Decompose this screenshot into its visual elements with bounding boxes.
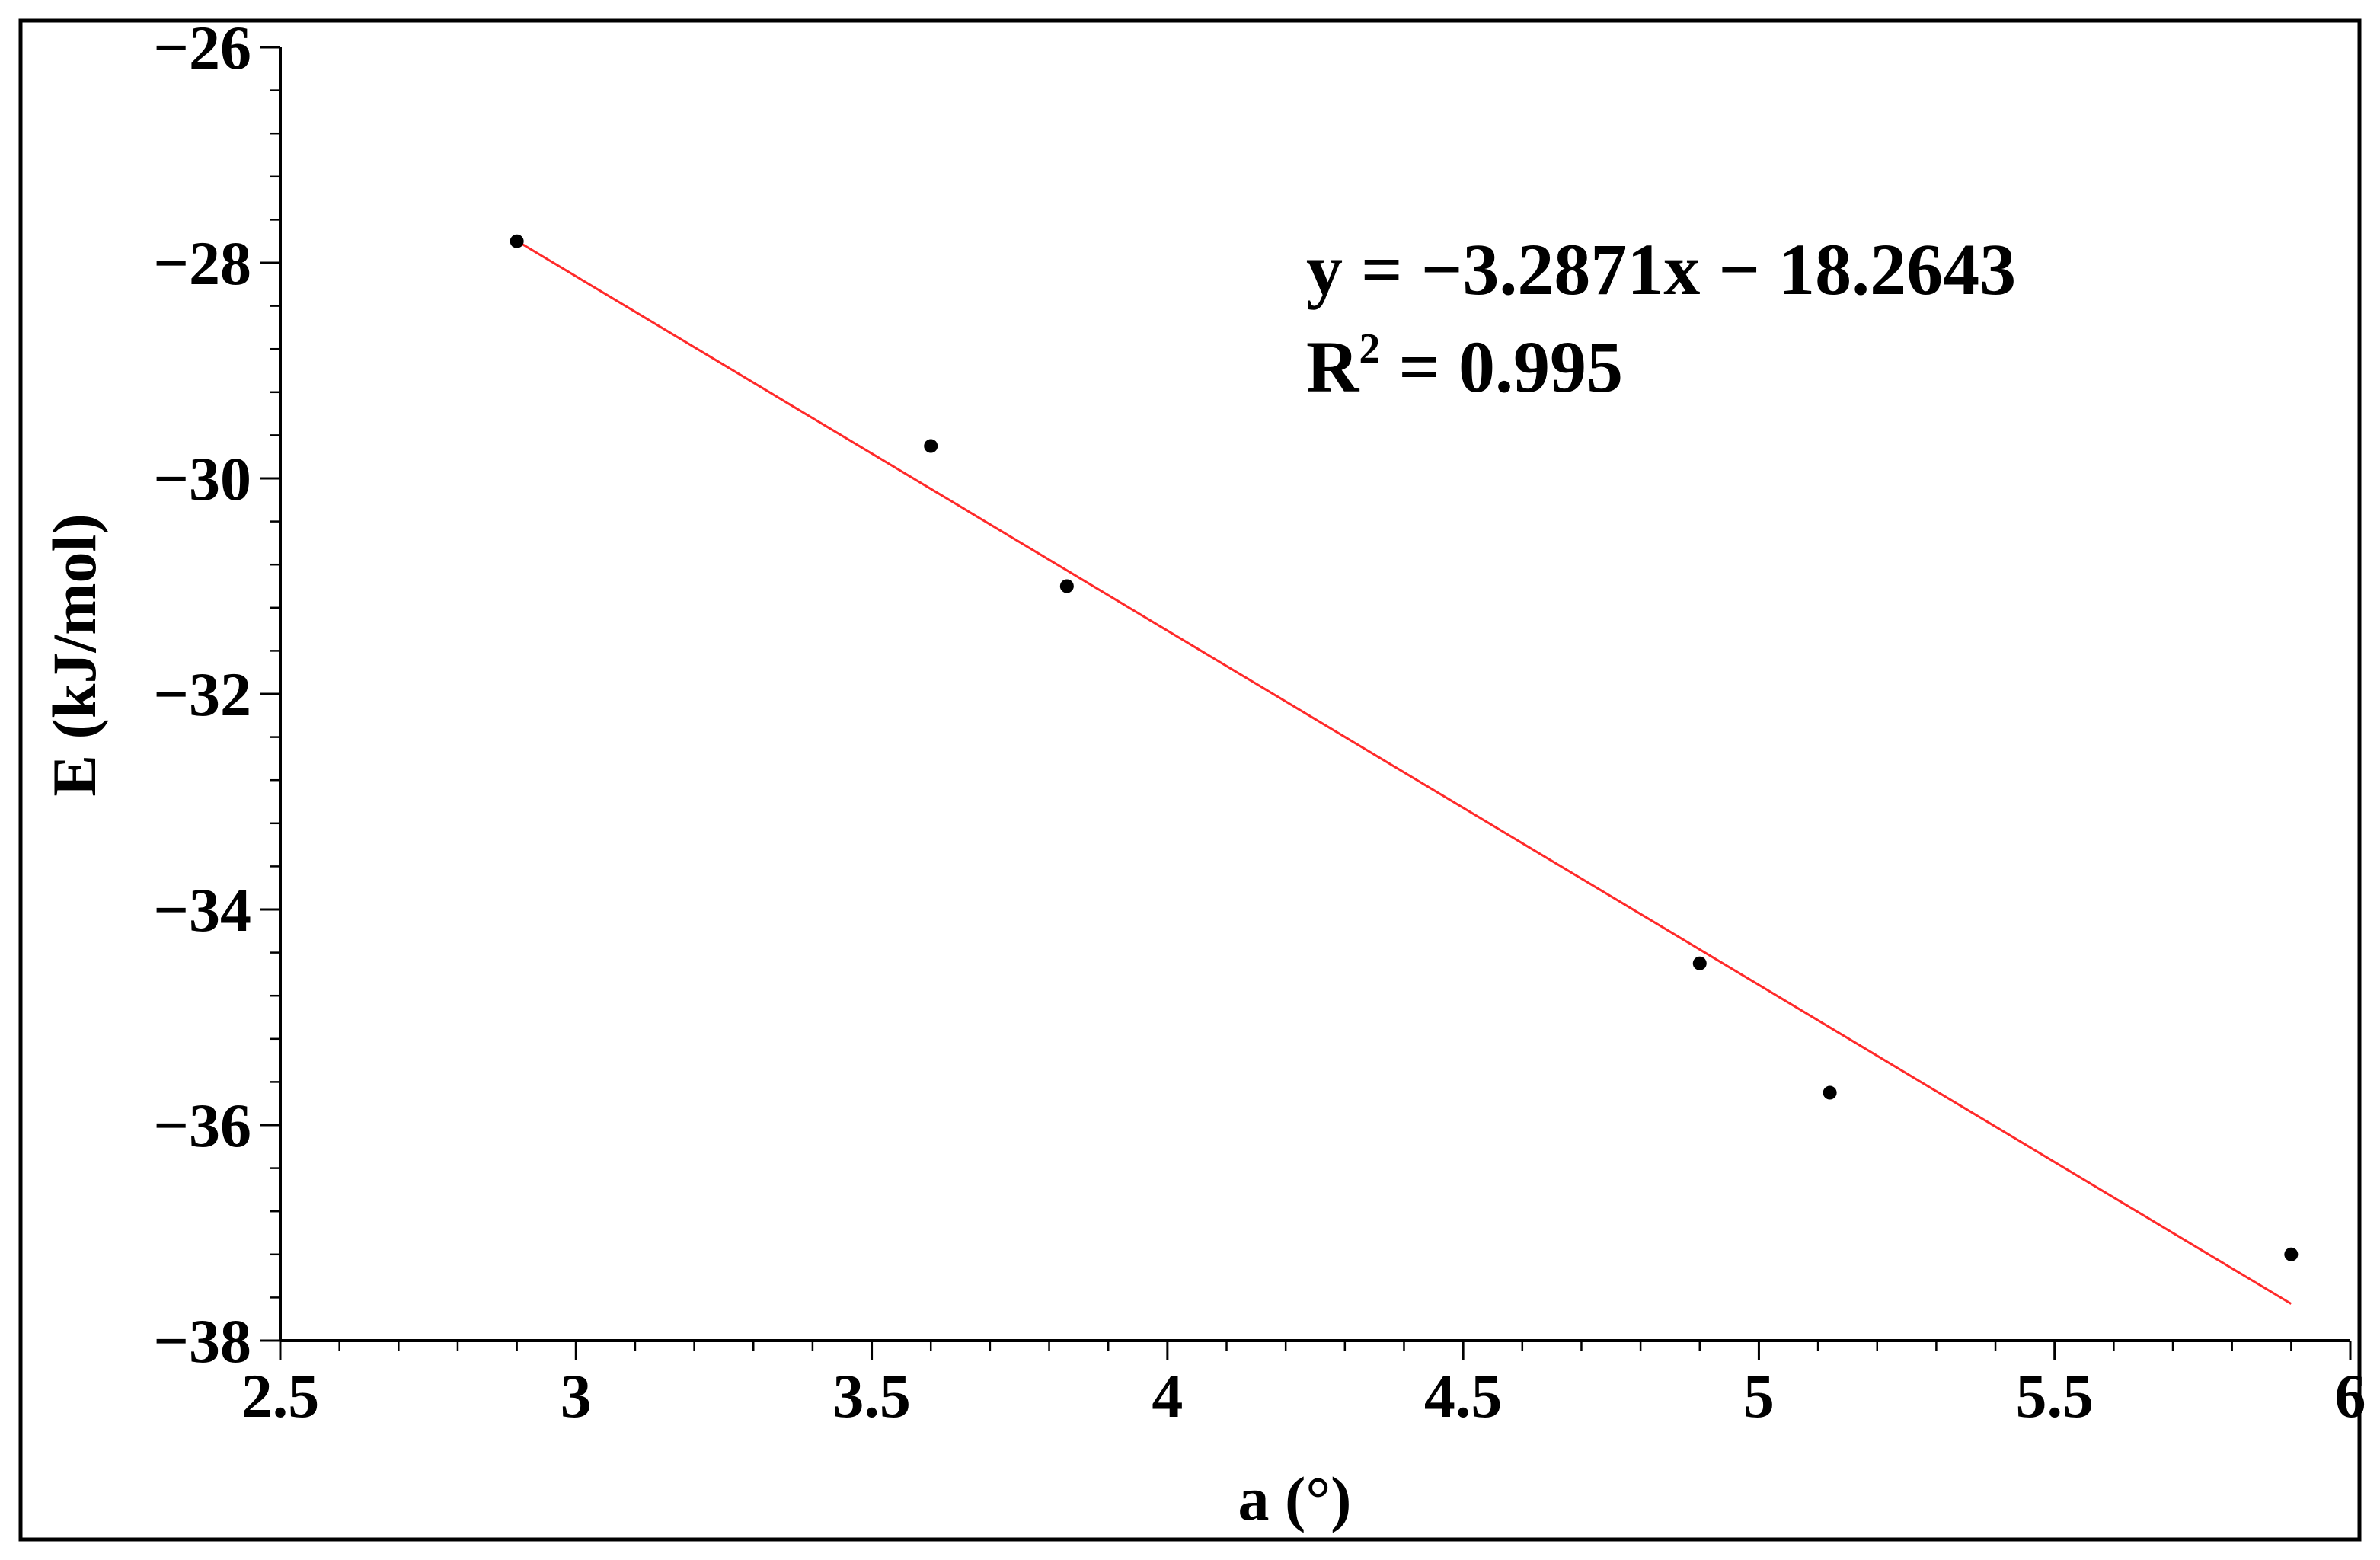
- y-tick-label: −30: [153, 444, 251, 513]
- y-axis-title: E (kJ/mol): [40, 513, 109, 796]
- data-point: [510, 234, 524, 248]
- x-tick-label: 3: [561, 1361, 592, 1431]
- r-squared-label: R2 = 0.995: [1306, 325, 1623, 408]
- trendline-group: [516, 239, 2292, 1305]
- x-tick-label: 5.5: [2015, 1361, 2094, 1431]
- x-tick-label: 4: [1152, 1361, 1183, 1431]
- r-squared-exponent: 2: [1359, 325, 1380, 372]
- x-tick-label: 3.5: [832, 1361, 911, 1431]
- trendline: [516, 239, 2292, 1305]
- axes: [260, 46, 2352, 1360]
- data-point: [1059, 579, 1074, 593]
- y-tick-label: −36: [153, 1091, 251, 1160]
- y-tick-label: −34: [153, 875, 251, 945]
- x-tick-label: 4.5: [1424, 1361, 1503, 1431]
- data-point: [1823, 1085, 1837, 1100]
- data-point: [1692, 956, 1707, 970]
- r-squared-symbol: R: [1306, 326, 1360, 408]
- y-tick-label: −38: [153, 1306, 251, 1376]
- y-tick-label: −28: [153, 229, 251, 298]
- equation-label: y = −3.2871x − 18.2643: [1306, 229, 2016, 310]
- chart-frame: [18, 18, 2362, 1542]
- x-tick-label: 2.5: [241, 1361, 320, 1431]
- data-point: [2284, 1247, 2299, 1261]
- x-axis-title: a (°): [1238, 1464, 1352, 1533]
- data-point: [924, 439, 938, 453]
- data-points: [510, 234, 2299, 1261]
- r-squared-value: = 0.995: [1380, 326, 1623, 408]
- tick-labels: 2.5 3 3.5 4 4.5 5 5.5 6 −26 −28 −30 −32 −34 −36 −38: [153, 13, 2366, 1431]
- x-tick-label: 5: [1743, 1361, 1775, 1431]
- y-tick-label: −32: [153, 660, 251, 729]
- y-tick-label: −26: [153, 13, 251, 82]
- x-tick-label: 6: [2335, 1361, 2366, 1431]
